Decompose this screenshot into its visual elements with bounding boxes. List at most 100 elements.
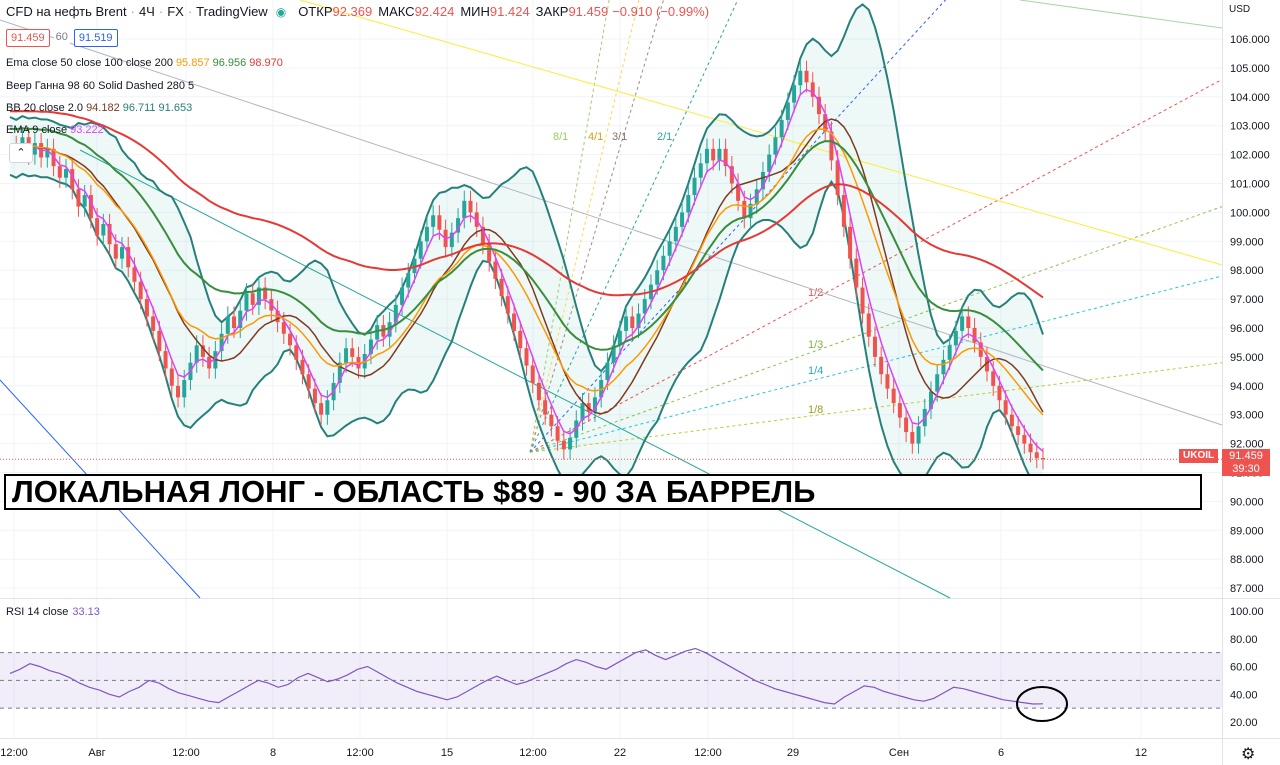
candle-body [288,333,293,346]
candle-body [580,403,585,421]
time-axis-label: Сен [889,747,909,759]
indicator-row[interactable]: BB 20 close 2.0 94.182 96.711 91.653 [6,102,192,114]
candle-body [138,281,143,300]
candle-body [88,195,93,219]
candle-body [711,148,716,161]
candle-body [904,417,909,433]
candle-body [1009,414,1014,427]
candle-body [742,200,747,219]
candle-body [1028,443,1033,453]
candle-body [630,316,635,328]
buy-price-box[interactable]: 91.519 [73,29,118,47]
candle-body [736,183,741,201]
candle-body [325,400,330,415]
indicator-row[interactable]: Веер Ганна 98 60 Solid Dashed 280 5 [6,80,194,92]
time-axis-label: 12:00 [519,747,547,759]
candle-body [281,322,286,334]
candle-body [680,212,685,227]
candle-body [64,169,69,178]
candle-body [611,345,616,363]
price-tick-label: 95.000 [1230,352,1264,364]
bollinger-band-fill [10,4,1043,490]
instrument-name[interactable]: CFD на нефть Brent [6,4,127,19]
time-axis-label: 12:00 [0,747,28,759]
candle-body [953,330,958,346]
sell-price-box[interactable]: 91.459 [6,29,50,47]
candle-body [704,148,709,164]
last-price-tag: 91.459 [1222,449,1270,463]
candle-body [536,382,541,401]
candle-body [95,218,100,236]
countdown-tag: 39:30 [1222,462,1270,476]
candle-body [773,137,778,155]
candle-body [592,397,597,412]
price-tick-label: 93.000 [1230,410,1264,422]
bollinger-basis [9,118,1044,415]
price-tick-label: 106.000 [1230,34,1270,46]
indicator-row[interactable]: Ema close 50 close 100 close 200 95.857 96… [6,57,283,69]
candle-body [1022,434,1027,444]
rsi-label: RSI 14 close [6,606,69,618]
gann-fan-label: 4/1 [588,131,603,143]
gann-fan-line [529,79,1223,453]
candle-body [480,226,485,245]
ema-100-line [9,127,1044,372]
gann-fan-label: 2/1 [657,131,672,143]
indicator-name: EMA 9 close [6,124,68,136]
indicator-name: Ema close 50 close 100 close 200 [6,57,173,69]
candle-body [126,247,131,268]
price-tick-label: 98.000 [1230,265,1264,277]
candle-body [991,371,996,386]
rsi-line [9,647,1044,705]
candle-body [941,359,946,375]
interval[interactable]: 4Ч [138,4,155,19]
candle-body [456,218,461,233]
candle-body [499,278,504,297]
candle-body [555,426,560,441]
gann-fan-line [529,0,610,453]
candle-body [960,316,965,331]
time-axis-label: 22 [614,747,626,759]
time-axis-label: Авг [88,747,105,759]
time-axis-label: 15 [441,747,453,759]
candle-body [151,316,156,331]
indicator-value: 95.857 [175,57,210,69]
price-tick-label: 102.000 [1230,150,1270,162]
candle-body [543,400,548,415]
candle-body [804,70,809,83]
high-label: МАКС [378,4,415,19]
candle-body [928,391,933,409]
candle-body [947,345,952,360]
candle-body [107,223,112,245]
indicator-value: 96.956 [212,57,247,69]
price-tick-label: 103.000 [1230,121,1270,133]
ema-200-line [9,110,1044,299]
chevron-up-icon[interactable]: ⌃ [9,143,33,163]
candle-body [300,359,305,375]
candle-body [854,258,859,288]
candle-body [337,362,342,383]
gann-fan-line [529,206,1223,453]
candle-body [642,299,647,314]
candle-body [891,388,896,404]
gann-fan-label: 1/2 [808,287,823,299]
candle-body [250,293,255,305]
candle-body [468,200,473,213]
time-axis-label: 8 [270,747,276,759]
candle-body [176,385,181,398]
gann-fan-line [529,275,1223,453]
currency-selector[interactable]: USD [1229,4,1251,15]
bollinger-lower [9,172,1044,491]
price-boxes: 91.459 60 91.519 [6,29,118,47]
gear-icon[interactable]: ⚙ [1241,746,1256,763]
indicator-row[interactable]: EMA 9 close 93.222 [6,124,104,136]
candle-body [692,177,697,196]
data-source: TradingView [196,4,268,19]
high-value: 92.424 [414,4,455,19]
candle-body [487,244,492,262]
candle-body [412,258,417,274]
price-tick-label: 96.000 [1230,323,1264,335]
candle-body [512,313,517,331]
candle-body [493,261,498,279]
